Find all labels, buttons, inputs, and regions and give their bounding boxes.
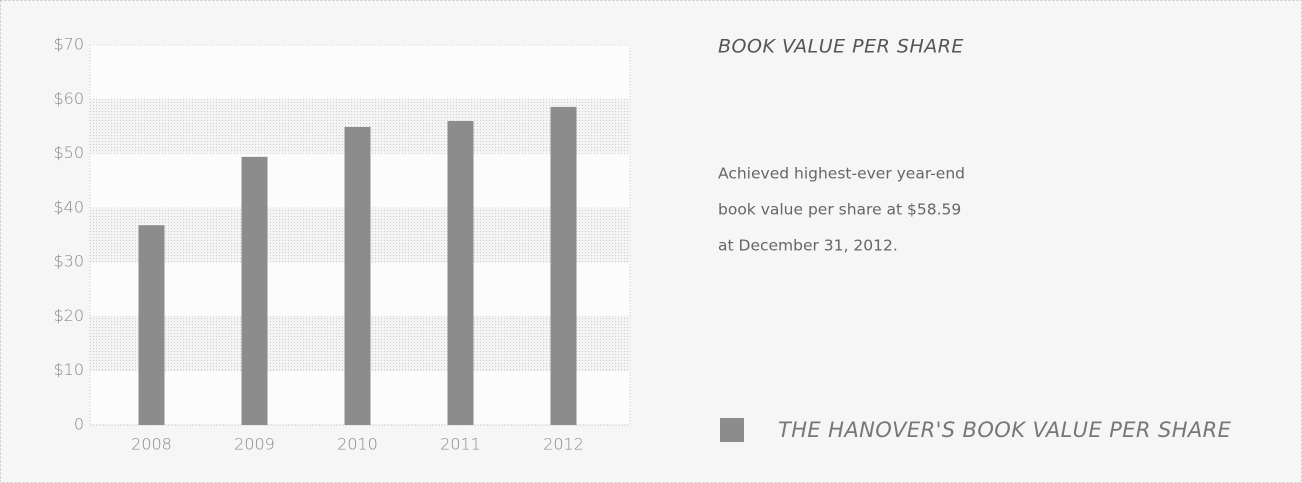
annotation: at December 31, 2012. (718, 237, 898, 255)
x-tick-label: 2011 (440, 435, 481, 454)
x-tick-label: 2009 (234, 435, 275, 454)
y-tick-label: 0 (74, 415, 84, 434)
chart-title: BOOK VALUE PER SHARE (718, 36, 964, 58)
legend-label: THE HANOVER'S BOOK VALUE PER SHARE (778, 418, 1232, 442)
x-tick-label: 2008 (131, 435, 172, 454)
y-tick-label: $20 (53, 306, 84, 325)
annotation: book value per share at $58.59 (718, 201, 961, 219)
legend-swatch (720, 418, 744, 442)
bar (241, 156, 268, 426)
bar (344, 126, 371, 425)
x-tick-label: 2010 (337, 435, 378, 454)
y-tick-label: $30 (53, 252, 84, 271)
y-tick-label: $60 (53, 89, 84, 108)
y-tick-label: $10 (53, 360, 84, 379)
bar (447, 121, 474, 425)
annotation: Achieved highest-ever year-end (718, 165, 965, 183)
bar (550, 106, 577, 425)
y-tick-label: $70 (53, 35, 84, 54)
bar (138, 225, 165, 425)
y-tick-label: $50 (53, 143, 84, 162)
x-tick-label: 2012 (543, 435, 584, 454)
y-tick-label: $40 (53, 197, 84, 216)
